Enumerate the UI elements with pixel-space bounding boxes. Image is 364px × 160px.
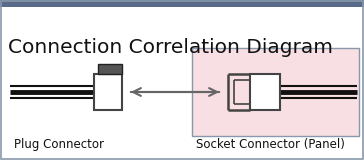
- Bar: [98, 64, 122, 74]
- Text: Socket Connector (Panel): Socket Connector (Panel): [196, 138, 345, 151]
- Text: Plug Connector: Plug Connector: [14, 138, 104, 151]
- Bar: [94, 74, 122, 110]
- Bar: [250, 74, 280, 110]
- Text: Connection Correlation Diagram: Connection Correlation Diagram: [8, 38, 333, 57]
- Bar: [0, 0, 364, 7]
- Bar: [192, 48, 359, 136]
